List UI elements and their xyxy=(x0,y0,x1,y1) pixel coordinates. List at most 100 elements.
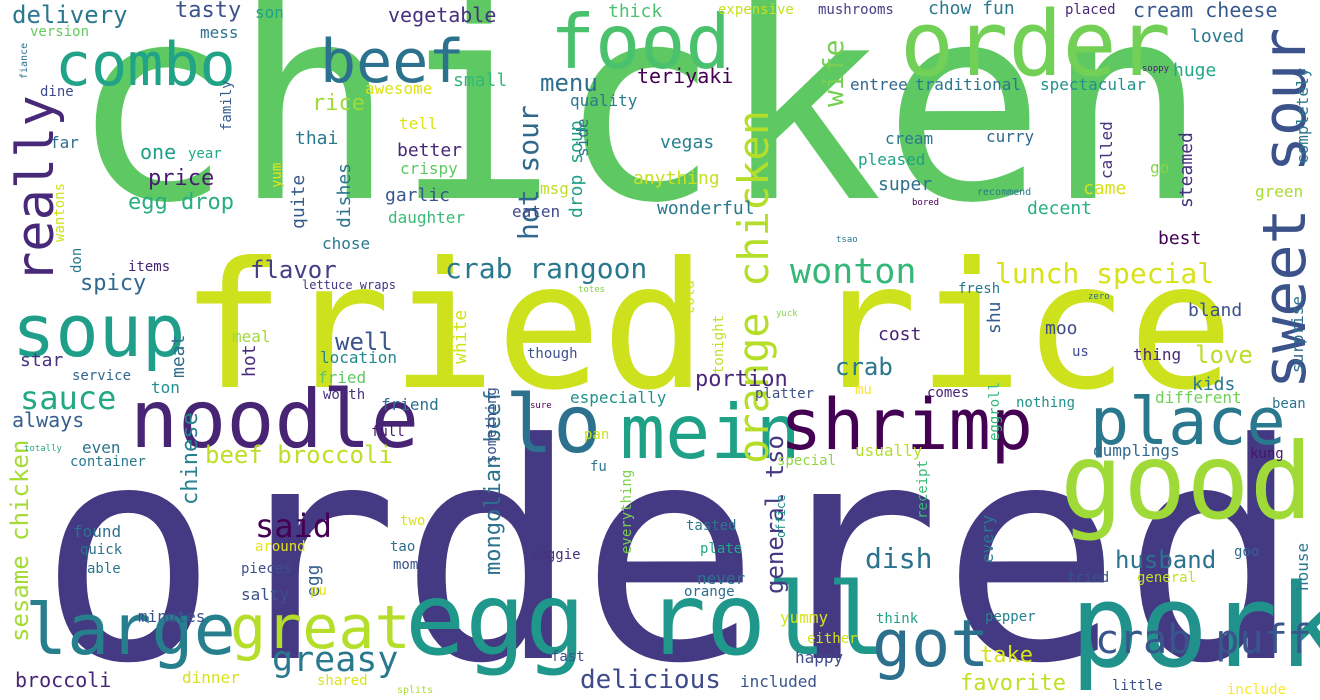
word-well: well xyxy=(335,328,393,356)
word-food: food xyxy=(550,0,731,86)
word-broccoli: broccoli xyxy=(15,668,112,692)
word-hot: hot xyxy=(239,344,260,377)
word-yum: yum xyxy=(269,162,285,188)
word-ton: ton xyxy=(151,378,180,397)
word-surprise: surprise xyxy=(1288,295,1307,373)
word-office: office xyxy=(774,494,788,538)
word-friend: friend xyxy=(381,395,439,414)
word-fu: fu xyxy=(590,459,607,475)
word-year: year xyxy=(188,146,222,162)
word-wantons: wantons xyxy=(52,182,68,242)
word-container: container xyxy=(70,454,146,470)
word-never: never xyxy=(697,569,746,588)
word-around: around xyxy=(255,539,306,555)
word-delicious: delicious xyxy=(580,665,721,695)
word-different: different xyxy=(1155,388,1242,407)
word-small: small xyxy=(453,70,508,91)
word-fiance: fiance xyxy=(19,42,30,79)
word-daughter: daughter xyxy=(388,208,466,227)
word-husband: husband xyxy=(1115,546,1217,574)
word-don: don xyxy=(69,247,85,273)
word-tasted: tasted xyxy=(686,518,737,534)
word-got: got xyxy=(872,607,990,682)
word-though: though xyxy=(527,346,578,362)
word-meal: meal xyxy=(232,327,271,346)
word-traditional: traditional xyxy=(915,75,1021,94)
word-fried: fried xyxy=(318,368,367,387)
word-star: star xyxy=(20,350,64,371)
word-two: two xyxy=(400,513,426,529)
word-splits: splits xyxy=(397,685,434,696)
word-usually: usually xyxy=(855,441,923,460)
word-recommend: recommend xyxy=(977,187,1032,198)
word-spicy: spicy xyxy=(80,271,147,296)
word-one: one xyxy=(140,140,177,164)
word-placed: placed xyxy=(1065,2,1116,18)
word-zero: zero xyxy=(1088,292,1110,302)
word-chow-fun: chow fun xyxy=(928,0,1015,19)
word-totes: totes xyxy=(578,285,606,295)
word-little: little xyxy=(1112,678,1163,694)
word-totally: totally xyxy=(24,444,62,454)
word-mu: mu xyxy=(855,382,872,398)
word-loved: loved xyxy=(1190,26,1245,47)
word-lo: lo xyxy=(505,378,602,471)
word-quick: quick xyxy=(80,542,123,558)
word-vegetable: vegetable xyxy=(388,3,497,27)
word-egg-roll: egg roll xyxy=(405,561,887,678)
word-service: service xyxy=(72,368,132,384)
word-mushrooms: mushrooms xyxy=(818,2,894,18)
word-yummy: yummy xyxy=(780,608,829,627)
word-thai: thai xyxy=(295,128,339,149)
word-quality: quality xyxy=(570,91,638,110)
word-pieces: pieces xyxy=(241,561,292,577)
word-sauce: sauce xyxy=(20,379,117,417)
word-shu: shu xyxy=(984,301,1005,334)
word-green: green xyxy=(1255,182,1304,201)
word-mess: mess xyxy=(200,23,239,42)
word-especially: especially xyxy=(570,388,667,407)
word-wife: wife xyxy=(817,39,850,107)
word-tonight: tonight xyxy=(711,314,727,374)
word-salty: salty xyxy=(241,585,290,604)
word-garlic: garlic xyxy=(385,185,451,206)
word-wonton: wonton xyxy=(790,252,917,292)
word-rice: rice xyxy=(312,91,365,116)
word-completely: completely xyxy=(1293,67,1312,164)
word-tell: tell xyxy=(399,114,438,133)
word-fresh: fresh xyxy=(958,281,1001,297)
word-cost: cost xyxy=(878,324,922,345)
word-white: white xyxy=(450,309,471,364)
word-better: better xyxy=(397,140,463,161)
word-favorite: favorite xyxy=(960,671,1066,696)
word-orange-chicken: orange chicken xyxy=(729,109,778,464)
word-vegas: vegas xyxy=(660,132,715,153)
word-everything: everything xyxy=(619,469,635,554)
word-happy: happy xyxy=(795,648,844,667)
word-always: always xyxy=(12,408,85,432)
word-lunch-special: lunch special xyxy=(995,257,1215,290)
word-veggie: veggie xyxy=(530,547,581,563)
word-tried: tried xyxy=(1067,570,1110,586)
word-pu: pu xyxy=(310,583,327,599)
word-portion: portion xyxy=(695,367,788,392)
word-chose: chose xyxy=(322,234,371,253)
word-mein: mein xyxy=(620,388,801,476)
word-tasty: tasty xyxy=(175,0,242,23)
word-thick: thick xyxy=(608,1,663,22)
word-super: super xyxy=(878,174,933,195)
word-decent: decent xyxy=(1027,198,1093,219)
word-items: items xyxy=(128,259,171,275)
word-pleased: pleased xyxy=(858,150,926,169)
word-worth: worth xyxy=(323,387,366,403)
word-able: able xyxy=(87,561,121,577)
word-something: something xyxy=(484,387,500,463)
word-shrimp: shrimp xyxy=(780,384,1033,466)
word-dishes: dishes xyxy=(334,162,355,228)
word-soppy: soppy xyxy=(1142,64,1170,74)
word-family: family xyxy=(219,80,235,131)
word-every: every xyxy=(978,514,997,563)
word-came: came xyxy=(1083,178,1127,199)
word-sure: sure xyxy=(530,401,552,411)
